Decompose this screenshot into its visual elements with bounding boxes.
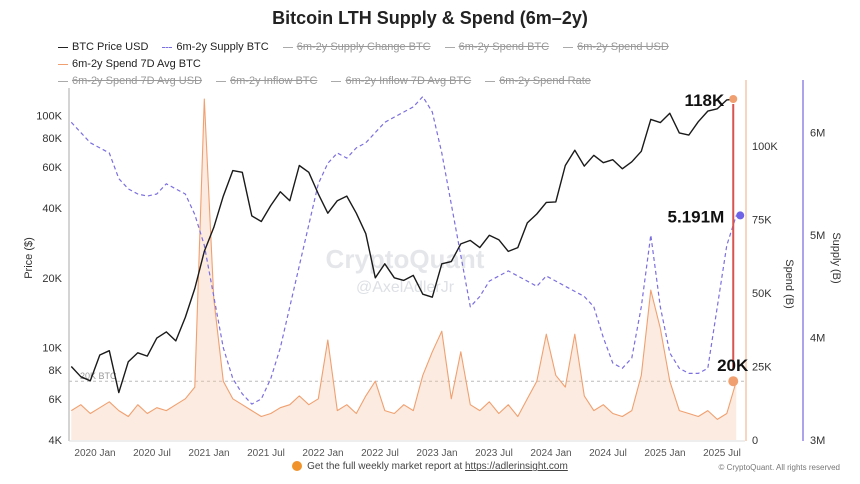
supply-marker	[736, 211, 745, 220]
spend-area	[71, 99, 737, 440]
footer: Get the full weekly market report at htt…	[0, 461, 860, 472]
x-tick-label: 2024 Jan	[530, 448, 571, 459]
x-tick-label: 2022 Jul	[361, 448, 399, 459]
price-tick-label: 80K	[42, 133, 62, 145]
legend-item[interactable]: 6m-2y Inflow 7D Avg BTC	[331, 73, 471, 90]
legend: BTC Price USD 6m-2y Supply BTC 6m-2y Suppl…	[58, 39, 818, 90]
price-tick-label: 20K	[42, 273, 62, 285]
x-tick-label: 2021 Jul	[247, 448, 285, 459]
legend-item[interactable]: 6m-2y Spend Rate	[485, 73, 591, 90]
legend-item[interactable]: 6m-2y Supply Change BTC	[282, 39, 431, 56]
legend-item[interactable]: 6m-2y Spend 7D Avg BTC	[58, 56, 201, 73]
price-annotation: 118K	[685, 91, 725, 110]
price-tick-label: 60K	[42, 162, 62, 174]
x-tick-label: 2023 Jan	[416, 448, 457, 459]
price-tick-label: 40K	[42, 203, 62, 215]
legend-label: 6m-2y Spend 7D Avg USD	[72, 75, 203, 87]
legend-label: 6m-2y Spend USD	[577, 41, 669, 53]
supply-tick-label: 6M	[810, 128, 825, 140]
supply-axis-label: Supply (B)	[830, 232, 842, 283]
price-tick-label: 8K	[49, 365, 63, 377]
x-tick-label: 2020 Jan	[74, 448, 115, 459]
spend-axis-label: Spend (B)	[783, 259, 795, 309]
x-tick-label: 2023 Jul	[475, 448, 513, 459]
legend-swatch	[58, 63, 68, 65]
legend-item[interactable]: 6m-2y Inflow BTC	[216, 73, 317, 90]
legend-item[interactable]: BTC Price USD	[58, 39, 148, 56]
x-tick-label: 2025 Jul	[703, 448, 741, 459]
legend-label: 6m-2y Inflow BTC	[230, 75, 318, 87]
legend-label: 6m-2y Inflow 7D Avg BTC	[345, 75, 472, 87]
spend-tick-label: 25K	[752, 362, 772, 374]
legend-swatch	[331, 80, 342, 82]
price-tick-label: 4K	[49, 435, 63, 447]
legend-item[interactable]: 6m-2y Supply BTC	[162, 39, 269, 56]
price-tick-label: 6K	[49, 394, 63, 406]
watermark-handle: @AxelAdlerJr	[356, 279, 455, 296]
x-tick-label: 2024 Jul	[589, 448, 627, 459]
supply-tick-label: 5M	[810, 230, 825, 242]
spend-tick-label: 75K	[752, 215, 772, 227]
x-tick-label: 2021 Jan	[188, 448, 229, 459]
watermark-brand: CryptoQuant	[326, 244, 485, 274]
price-tick-label: 10K	[42, 343, 62, 355]
footer-text: Get the full weekly market report at	[307, 461, 465, 472]
legend-label: 6m-2y Supply Change BTC	[296, 41, 431, 53]
report-link[interactable]: https://adlerinsight.com	[465, 461, 568, 472]
price-tick-label: 100K	[36, 111, 62, 123]
legend-swatch	[58, 46, 68, 48]
reference-line-label: 20K BTC	[80, 371, 117, 381]
price-axis-label: Price ($)	[23, 237, 35, 279]
legend-label: 6m-2y Supply BTC	[176, 41, 269, 53]
report-dot-icon	[292, 461, 303, 472]
x-tick-label: 2025 Jan	[644, 448, 685, 459]
supply-tick-label: 3M	[810, 435, 825, 447]
price-marker	[729, 95, 738, 104]
legend-label: 6m-2y Spend Rate	[499, 75, 591, 87]
legend-swatch	[444, 46, 455, 48]
x-tick-label: 2022 Jan	[302, 448, 343, 459]
spend-marker	[728, 376, 739, 387]
legend-swatch	[485, 80, 496, 82]
legend-swatch	[282, 46, 293, 48]
legend-swatch	[563, 46, 574, 48]
spend-tick-label: 50K	[752, 288, 772, 300]
supply-tick-label: 4M	[810, 333, 825, 345]
copyright: © CryptoQuant. All rights reserved	[718, 463, 841, 472]
legend-item[interactable]: 6m-2y Spend USD	[563, 39, 669, 56]
legend-item[interactable]: 6m-2y Spend BTC	[444, 39, 550, 56]
legend-swatch	[58, 80, 68, 82]
legend-swatch	[216, 80, 227, 82]
supply-annotation: 5.191M	[668, 207, 725, 226]
legend-item[interactable]: 6m-2y Spend 7D Avg USD	[58, 73, 202, 90]
chart-title: Bitcoin LTH Supply & Spend (6m–2y)	[272, 8, 588, 28]
legend-label: BTC Price USD	[72, 41, 149, 53]
spend-tick-label: 0	[752, 435, 758, 447]
spend-annotation: 20K	[717, 356, 749, 375]
legend-label: 6m-2y Spend BTC	[458, 41, 550, 53]
x-tick-label: 2020 Jul	[133, 448, 171, 459]
legend-swatch	[162, 46, 173, 48]
spend-tick-label: 100K	[752, 141, 778, 153]
watermark: CryptoQuant @AxelAdlerJr	[326, 244, 485, 296]
legend-label: 6m-2y Spend 7D Avg BTC	[72, 58, 201, 70]
